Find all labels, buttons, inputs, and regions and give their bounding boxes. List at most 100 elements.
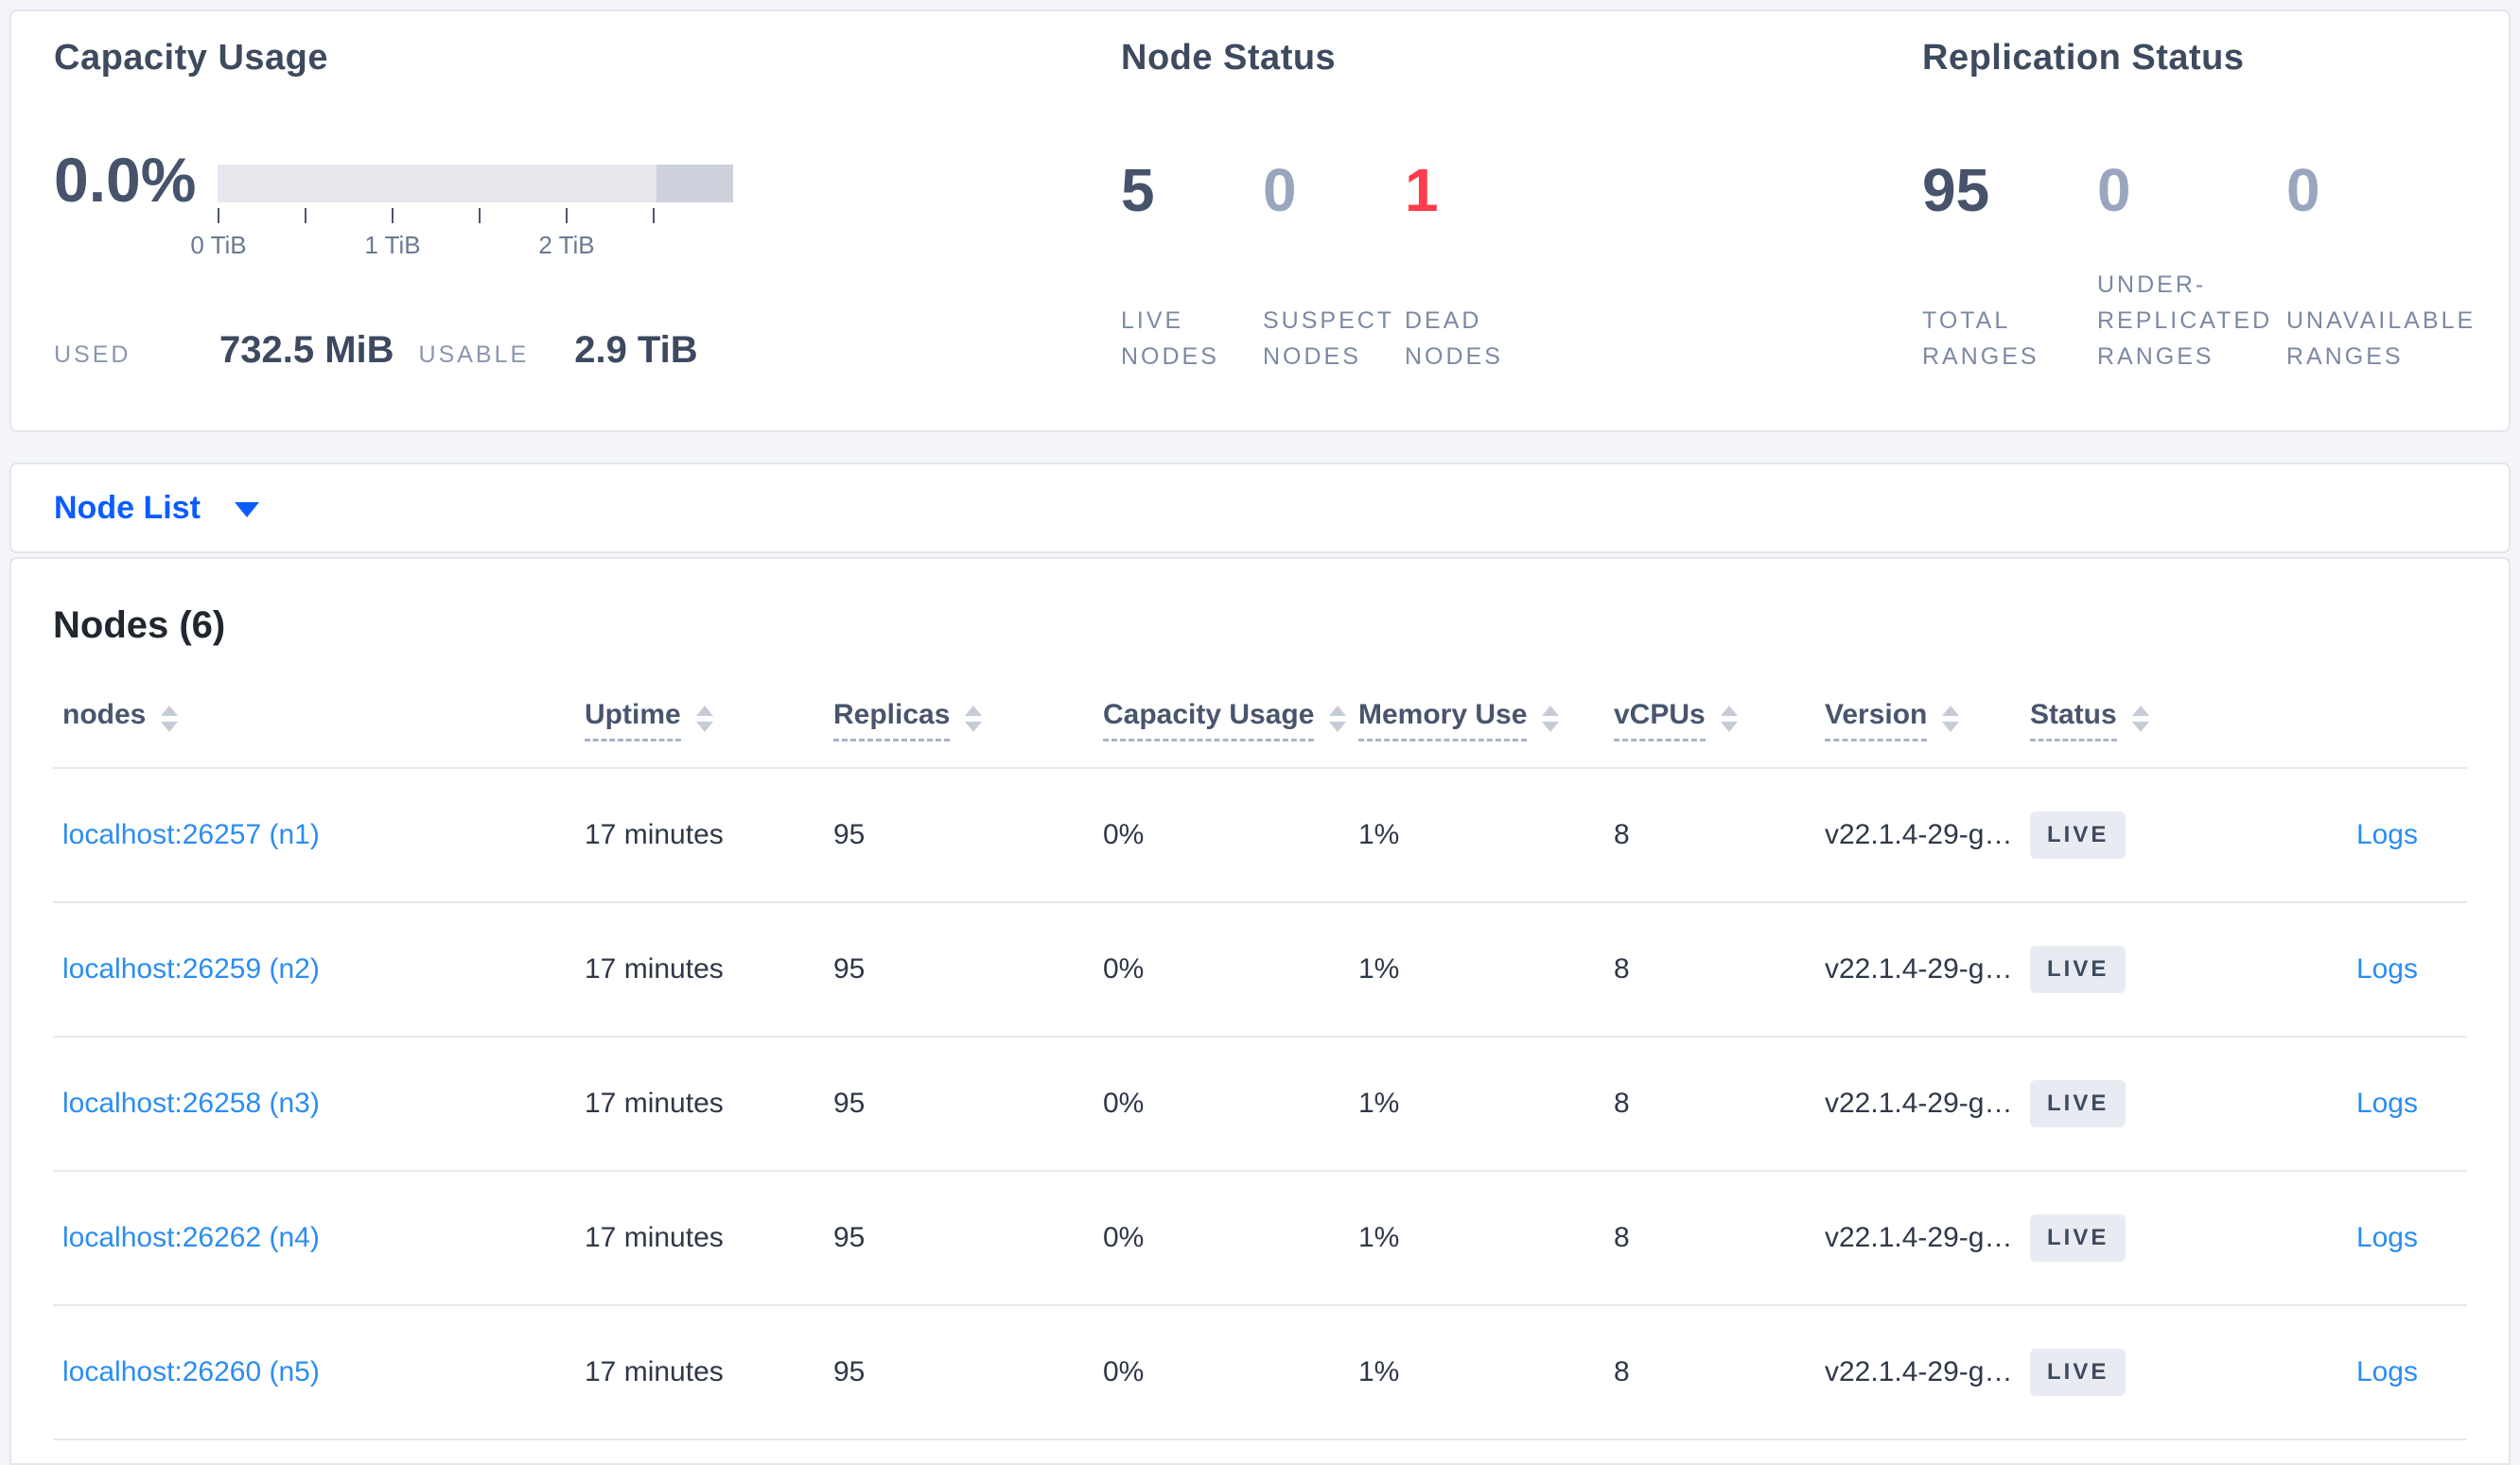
total-ranges-label: TOTAL RANGES — [1922, 307, 2039, 370]
status-badge: LIVE — [2030, 1349, 2126, 1396]
node-link[interactable]: localhost:26262 (n4) — [62, 1222, 320, 1253]
column-header-replicas[interactable]: Replicas — [824, 699, 1094, 767]
dead-nodes-label: DEAD NODES — [1405, 307, 1503, 370]
status-badge: LIVE — [2030, 946, 2126, 993]
uptime-cell: 17 minutes — [585, 1088, 724, 1119]
column-header-status[interactable]: Status — [2021, 699, 2238, 767]
used-value: 732.5 MiB — [219, 329, 394, 371]
vcpus-cell: 8 — [1614, 1356, 1630, 1387]
sort-icon — [161, 706, 179, 732]
version-cell: v22.1.4-29-g… — [1825, 1088, 2013, 1119]
logs-link[interactable]: Logs — [2355, 1356, 2418, 1387]
memory-use-cell: 1% — [1358, 953, 1400, 985]
axis-tick-label: 2 TiB — [538, 231, 595, 259]
axis-tick — [479, 208, 481, 223]
node-status-title: Node Status — [1121, 38, 1337, 78]
replication-status-title: Replication Status — [1922, 38, 2245, 78]
column-header-uptime[interactable]: Uptime — [575, 699, 824, 767]
column-header-vcpus[interactable]: vCPUs — [1604, 699, 1815, 767]
node-link[interactable]: localhost:26258 (n3) — [62, 1088, 320, 1119]
capacity-usage-title: Capacity Usage — [54, 38, 329, 78]
suspect-nodes-value: 0 — [1263, 156, 1297, 224]
node-link[interactable]: localhost:26259 (n2) — [62, 953, 320, 985]
used-label: USED — [54, 341, 131, 368]
vcpus-cell: 8 — [1614, 953, 1630, 985]
axis-tick — [218, 208, 219, 223]
memory-use-cell: 1% — [1358, 1222, 1400, 1253]
logs-link[interactable]: Logs — [2355, 819, 2418, 850]
column-header-capacity-usage[interactable]: Capacity Usage — [1094, 699, 1349, 767]
logs-link[interactable]: Logs — [2355, 1088, 2418, 1119]
version-cell: v22.1.4-29-g… — [1825, 1356, 2013, 1387]
table-row: localhost:26258 (n3) 17 minutes 95 0% 1%… — [53, 1038, 2467, 1172]
replicas-cell: 95 — [833, 1088, 866, 1119]
under-replicated-ranges-stat: 0 UNDER-REPLICATED RANGES — [2097, 153, 2286, 375]
replicas-cell: 95 — [833, 1222, 866, 1253]
status-badge: LIVE — [2030, 1214, 2126, 1262]
suspect-nodes-stat: 0 SUSPECT NODES — [1263, 153, 1405, 375]
capacity-usage-cell: 0% — [1103, 1356, 1145, 1387]
uptime-cell: 17 minutes — [585, 953, 724, 985]
unavailable-ranges-label: UNAVAILABLE RANGES — [2286, 307, 2476, 370]
cluster-summary-panel: Capacity Usage 0.0% 0 TiB 1 TiB 2 TiB US… — [9, 9, 2511, 432]
replicas-cell: 95 — [833, 819, 866, 850]
column-header-version[interactable]: Version — [1815, 699, 2021, 767]
version-cell: v22.1.4-29-g… — [1825, 953, 2013, 985]
table-row: localhost:26259 (n2) 17 minutes 95 0% 1%… — [53, 903, 2467, 1038]
uptime-cell: 17 minutes — [585, 1356, 724, 1387]
column-header-nodes[interactable]: nodes — [53, 699, 575, 767]
live-nodes-stat: 5 LIVE NODES — [1121, 153, 1263, 375]
capacity-percent-value: 0.0% — [54, 145, 197, 215]
nodes-table-title: Nodes (6) — [53, 604, 226, 646]
vcpus-cell: 8 — [1614, 1222, 1630, 1253]
sort-icon — [695, 706, 713, 732]
sort-icon — [2131, 706, 2149, 732]
under-replicated-ranges-label: UNDER-REPLICATED RANGES — [2097, 271, 2273, 370]
vcpus-cell: 8 — [1614, 819, 1630, 850]
suspect-nodes-label: SUSPECT NODES — [1263, 307, 1394, 370]
sort-icon — [1542, 706, 1560, 732]
table-row: localhost:26260 (n5) 17 minutes 95 0% 1%… — [53, 1306, 2467, 1440]
capacity-usage-cell: 0% — [1103, 1088, 1145, 1119]
dead-nodes-stat: 1 DEAD NODES — [1405, 153, 1556, 375]
column-header-memory-use[interactable]: Memory Use — [1349, 699, 1604, 767]
live-nodes-value: 5 — [1121, 156, 1155, 224]
axis-tick — [653, 208, 655, 223]
node-list-dropdown[interactable]: Node List — [9, 462, 2511, 553]
table-row: localhost:26262 (n4) 17 minutes 95 0% 1%… — [53, 1172, 2467, 1306]
chevron-down-icon — [234, 502, 259, 517]
node-link[interactable]: localhost:26257 (n1) — [62, 819, 320, 850]
axis-tick-label: 1 TiB — [364, 231, 421, 259]
axis-tick — [305, 208, 306, 223]
uptime-cell: 17 minutes — [585, 819, 724, 850]
vcpus-cell: 8 — [1614, 1088, 1630, 1119]
capacity-axis: 0 TiB 1 TiB 2 TiB — [190, 208, 733, 274]
sort-icon — [1329, 706, 1347, 732]
replicas-cell: 95 — [833, 1356, 866, 1387]
total-ranges-value: 95 — [1922, 156, 1990, 224]
memory-use-cell: 1% — [1358, 1356, 1400, 1387]
table-row: localhost:26257 (n1) 17 minutes 95 0% 1%… — [53, 769, 2467, 903]
unavailable-ranges-stat: 0 UNAVAILABLE RANGES — [2286, 153, 2494, 375]
under-replicated-ranges-value: 0 — [2097, 156, 2131, 224]
replication-status-stats: 95 TOTAL RANGES 0 UNDER-REPLICATED RANGE… — [1922, 153, 2494, 375]
dead-nodes-value: 1 — [1405, 156, 1439, 224]
axis-tick-label: 0 TiB — [190, 231, 247, 259]
version-cell: v22.1.4-29-g… — [1825, 819, 2013, 850]
node-link[interactable]: localhost:26260 (n5) — [62, 1356, 320, 1387]
logs-link[interactable]: Logs — [2355, 953, 2418, 985]
capacity-usage-cell: 0% — [1103, 1222, 1145, 1253]
total-ranges-stat: 95 TOTAL RANGES — [1922, 153, 2097, 375]
axis-tick — [566, 208, 568, 223]
node-status-stats: 5 LIVE NODES 0 SUSPECT NODES 1 DEAD NODE… — [1121, 153, 1556, 375]
capacity-usage-cell: 0% — [1103, 819, 1145, 850]
sort-icon — [1720, 706, 1738, 732]
live-nodes-label: LIVE NODES — [1121, 307, 1219, 370]
capacity-used-row: USED 732.5 MiB USABLE 2.9 TiB — [54, 329, 698, 372]
version-cell: v22.1.4-29-g… — [1825, 1222, 2013, 1253]
nodes-panel: Nodes (6) nodes Uptime Replicas Capacity… — [9, 557, 2511, 1465]
unavailable-ranges-value: 0 — [2286, 156, 2320, 224]
sort-icon — [1942, 706, 1960, 732]
logs-link[interactable]: Logs — [2355, 1222, 2418, 1253]
